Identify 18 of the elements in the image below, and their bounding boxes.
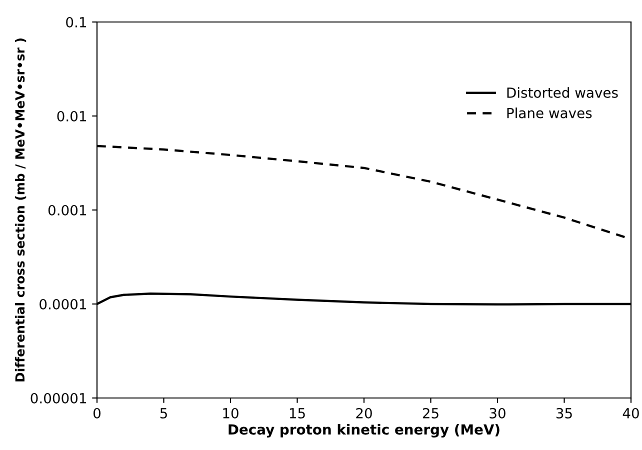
y-tick-label: 0.001 (48, 204, 86, 216)
x-tick-label: 30 (490, 408, 506, 418)
x-tick-label: 5 (160, 408, 167, 418)
x-axis-title: Decay proton kinetic energy (MeV) (228, 424, 500, 438)
x-tick-label: 20 (356, 408, 372, 418)
legend-label: Plane waves (507, 108, 592, 118)
legend-label: Distorted waves (507, 87, 618, 98)
y-tick-label: 0.00001 (30, 392, 86, 404)
x-tick-label: 40 (622, 408, 639, 418)
x-tick-label: 35 (556, 408, 572, 418)
x-tick-label: 0 (93, 408, 100, 418)
x-tick-label: 10 (223, 408, 238, 418)
y-tick-label: 0.0001 (40, 298, 86, 310)
x-tick-label: 15 (290, 408, 305, 418)
x-tick-label: 25 (422, 408, 438, 418)
y-tick-label: 0.1 (66, 16, 86, 28)
y-axis-title: Differential cross section (mb / MeV•MeV•sr•sr ) (14, 38, 26, 382)
y-tick-label: 0.01 (57, 110, 86, 122)
